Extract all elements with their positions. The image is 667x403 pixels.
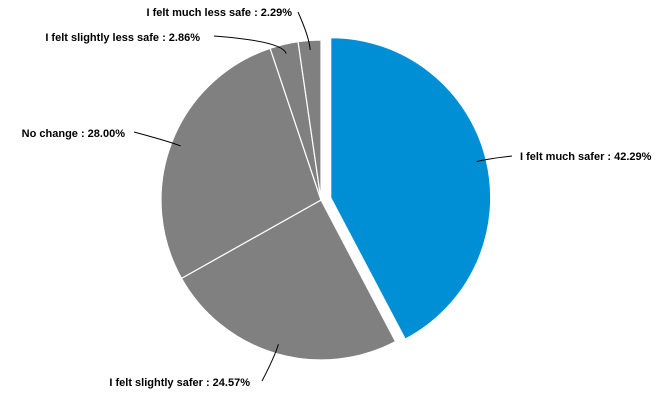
leader-line-i-felt-much-less-safe	[297, 11, 311, 51]
leader-line-i-felt-slightly-safer	[261, 344, 279, 382]
slice-labels: I felt much safer : 42.29% I felt slightl…	[22, 7, 652, 389]
data-label-i-felt-slightly-safer: I felt slightly safer : 24.57%	[109, 377, 250, 389]
leader-line-no-change	[133, 131, 181, 147]
leader-line-i-felt-much-safer	[476, 155, 513, 162]
slice-i-felt-slightly-safer	[180, 199, 397, 361]
data-label-i-felt-much-less-safe: I felt much less safe : 2.29%	[146, 7, 292, 19]
leader-line-i-felt-slightly-less-safe	[213, 35, 287, 54]
data-label-i-felt-slightly-less-safe: I felt slightly less safe : 2.86%	[45, 32, 200, 44]
data-label-no-change: No change : 28.00%	[22, 128, 126, 140]
pie-slices	[160, 36, 492, 361]
data-label-i-felt-much-safer: I felt much safer : 42.29%	[520, 151, 652, 163]
leader-lines	[133, 11, 513, 382]
slice-i-felt-much-less-safe	[297, 39, 322, 201]
